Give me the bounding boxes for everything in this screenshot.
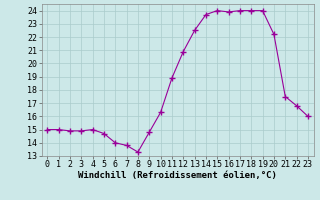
X-axis label: Windchill (Refroidissement éolien,°C): Windchill (Refroidissement éolien,°C) xyxy=(78,171,277,180)
